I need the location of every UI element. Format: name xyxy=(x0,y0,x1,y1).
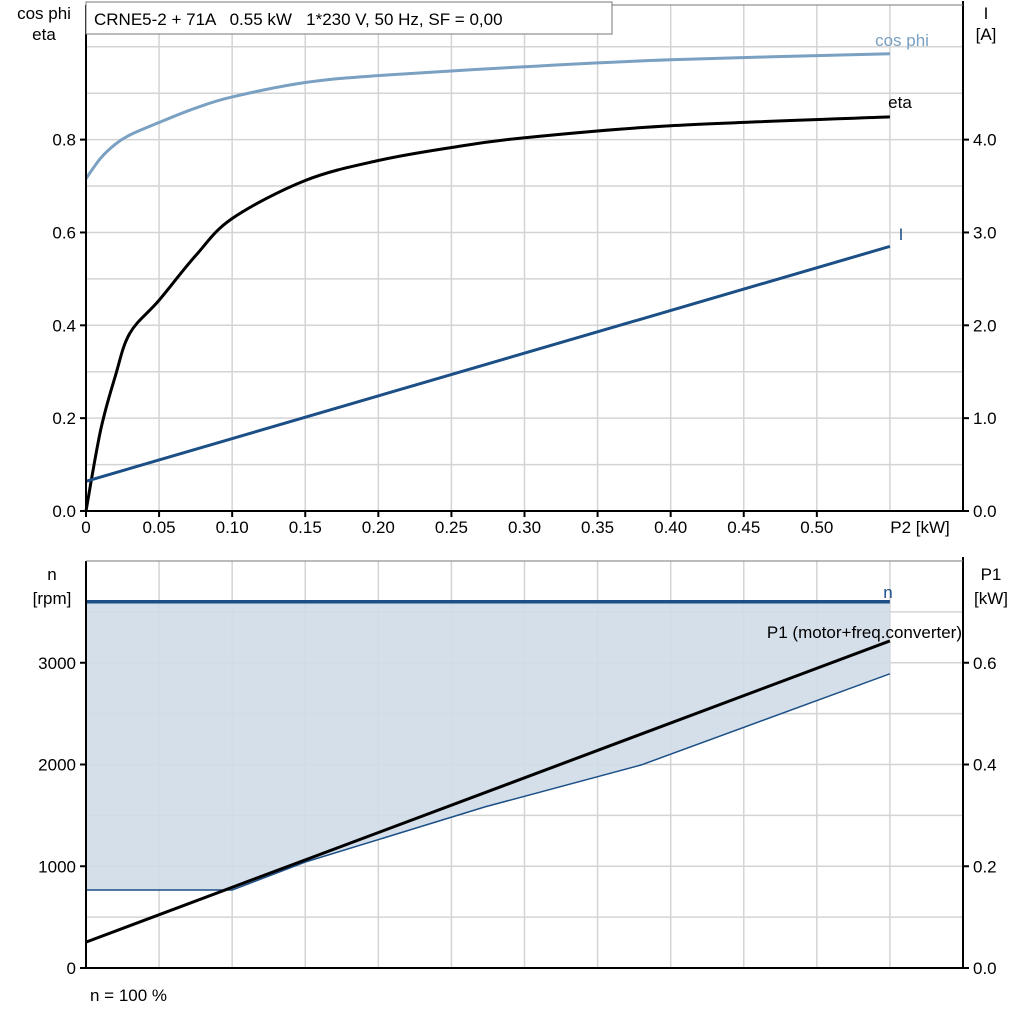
label-cos-phi: cos phi xyxy=(875,31,929,50)
label-speed: n xyxy=(883,583,892,602)
x-axis-label: P2 [kW] xyxy=(890,518,950,537)
x-tick-label: 0.15 xyxy=(289,518,322,537)
y-tick-label-right: 0.0 xyxy=(973,959,997,978)
bottom-left-axis-label-2: [rpm] xyxy=(33,589,72,608)
y-tick-label-right: 0.6 xyxy=(973,654,997,673)
min-speed-line xyxy=(86,673,891,891)
bottom-left-axis-label-1: n xyxy=(47,565,56,584)
label-current: I xyxy=(899,225,904,244)
chart-title: CRNE5-2 + 71A 0.55 kW 1*230 V, 50 Hz, SF… xyxy=(94,10,503,29)
x-tick-label: 0.40 xyxy=(654,518,687,537)
y-tick-label-left: 0 xyxy=(67,959,76,978)
x-tick-label: 0.05 xyxy=(143,518,176,537)
top-right-axis-label-1: I xyxy=(984,4,989,23)
y-tick-label-left: 1000 xyxy=(38,857,76,876)
y-tick-label-left: 0.0 xyxy=(52,502,76,521)
x-tick-label: 0.45 xyxy=(727,518,760,537)
label-p1: P1 (motor+freq.converter) xyxy=(767,623,962,642)
x-tick-label: 0.20 xyxy=(362,518,395,537)
y-tick-label-right: 3.0 xyxy=(973,223,997,242)
x-tick-label: 0.25 xyxy=(435,518,468,537)
cos-phi-line xyxy=(84,52,890,180)
x-tick-label: 0.30 xyxy=(508,518,541,537)
p1-line xyxy=(85,639,891,944)
bottom-right-axis-label-1: P1 xyxy=(981,565,1002,584)
operating-range-area xyxy=(86,601,890,890)
top-right-axis-label-2: [A] xyxy=(976,25,997,44)
label-eta: eta xyxy=(888,93,912,112)
eta-line xyxy=(84,115,890,512)
x-tick-label: 0.10 xyxy=(216,518,249,537)
y-tick-label-left: 2000 xyxy=(38,756,76,775)
y-tick-label-right: 4.0 xyxy=(973,131,997,150)
top-chart: 0 0.05 0.10 0.15 0.20 0.25 0.30 0.35 0.40 0.45 0.5… xyxy=(52,1,997,537)
y-tick-label-left: 0.6 xyxy=(52,223,76,242)
x-tick-label: 0 xyxy=(81,518,90,537)
x-tick-label: 0.35 xyxy=(581,518,614,537)
y-tick-label-left: 0.4 xyxy=(52,316,76,335)
top-left-axis-label-2: eta xyxy=(32,25,56,44)
footnote: n = 100 % xyxy=(90,986,167,1005)
y-tick-label-right: 1.0 xyxy=(973,409,997,428)
current-line xyxy=(85,244,891,483)
bottom-right-axis-label-2: [kW] xyxy=(974,589,1008,608)
top-left-axis-label-1: cos phi xyxy=(17,4,71,23)
y-tick-label-left: 3000 xyxy=(38,654,76,673)
bottom-chart: 0 1000 2000 3000 0.0 0.2 0.4 0.6 xyxy=(38,557,997,978)
y-tick-label-right: 0.0 xyxy=(973,502,997,521)
y-tick-label-right: 2.0 xyxy=(973,316,997,335)
y-tick-label-right: 0.4 xyxy=(973,756,997,775)
x-tick-label: 0.50 xyxy=(800,518,833,537)
y-tick-label-left: 0.2 xyxy=(52,409,76,428)
y-tick-label-left: 0.8 xyxy=(52,131,76,150)
y-tick-label-right: 0.2 xyxy=(973,857,997,876)
title-box xyxy=(85,1,613,35)
